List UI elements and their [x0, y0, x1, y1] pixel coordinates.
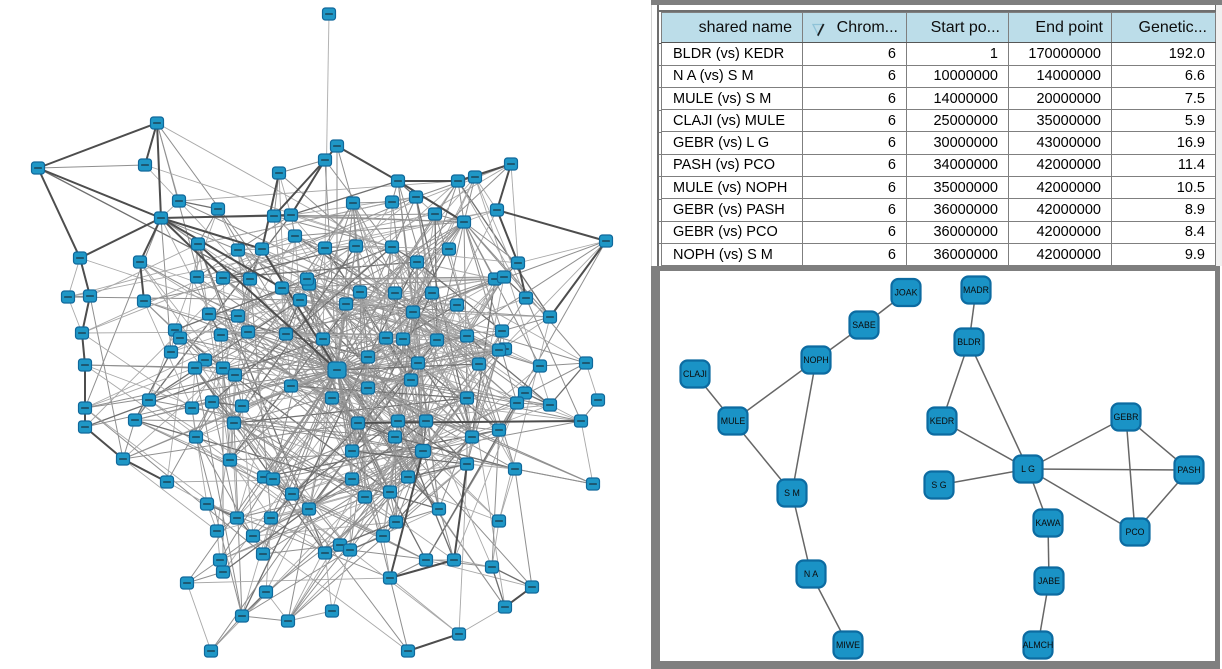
svg-text:KAWA: KAWA	[1035, 518, 1060, 528]
svg-text:MIWE: MIWE	[836, 640, 860, 650]
svg-text:JOAK: JOAK	[895, 288, 918, 298]
svg-text:SABE: SABE	[852, 320, 876, 330]
svg-text:CLAJI: CLAJI	[683, 369, 707, 379]
svg-text:PCO: PCO	[1125, 527, 1144, 537]
svg-text:ALMCH: ALMCH	[1023, 640, 1054, 650]
svg-text:KEDR: KEDR	[930, 416, 954, 426]
svg-text:PASH: PASH	[1177, 465, 1200, 475]
svg-text:MADR: MADR	[963, 285, 989, 295]
svg-text:MULE: MULE	[721, 416, 746, 426]
svg-text:JABE: JABE	[1038, 576, 1060, 586]
svg-text:NOPH: NOPH	[803, 355, 828, 365]
svg-text:BLDR: BLDR	[957, 337, 980, 347]
svg-text:GEBR: GEBR	[1114, 412, 1139, 422]
svg-text:S M: S M	[784, 488, 800, 498]
svg-text:N A: N A	[804, 569, 818, 579]
svg-text:L G: L G	[1021, 464, 1035, 474]
svg-text:S G: S G	[931, 480, 946, 490]
